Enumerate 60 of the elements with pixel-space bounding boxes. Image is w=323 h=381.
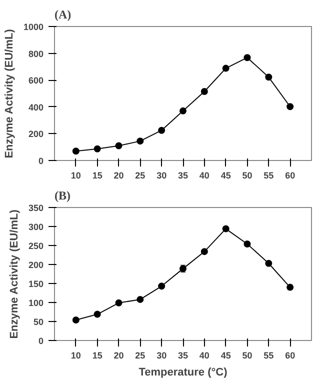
y-tick-label: 250 [28, 241, 44, 251]
point [200, 88, 208, 95]
x-tick-label: 50 [242, 170, 252, 180]
point [244, 240, 251, 248]
point [222, 225, 230, 232]
x-tick-label: 55 [264, 170, 274, 180]
x-tick-label: 60 [285, 170, 296, 180]
x-tick-label: 15 [92, 350, 102, 360]
x-tick-label: 50 [242, 350, 252, 360]
point [136, 138, 144, 145]
point [136, 296, 144, 303]
x-tick-label: 15 [92, 170, 102, 180]
point [115, 299, 122, 306]
x-tick-label: 55 [264, 350, 274, 360]
point [72, 316, 80, 324]
x-tick-label: 35 [178, 350, 188, 360]
chart-title: (B) [54, 188, 70, 202]
x-tick-label: 45 [220, 350, 231, 360]
y-tick-label: 1000 [23, 22, 44, 32]
y-tick-label: 0 [38, 156, 44, 166]
point [158, 126, 166, 134]
point [200, 248, 208, 256]
x-tick-label: 20 [114, 170, 124, 180]
x-tick-label: 30 [156, 350, 167, 360]
y-tick-label: 350 [28, 203, 44, 213]
x-tick-label: 10 [70, 350, 81, 360]
point [222, 64, 230, 72]
x-tick-label: 20 [114, 350, 124, 360]
y-tick-label: 0 [38, 336, 44, 346]
y-tick-label: 200 [28, 260, 44, 270]
point [94, 145, 101, 152]
y-tick-label: 400 [28, 102, 44, 112]
y-tick-label: 800 [28, 48, 44, 59]
y-tick-label: 100 [28, 298, 44, 308]
y-tick-label: 300 [28, 222, 44, 232]
point [72, 148, 80, 155]
point [94, 310, 101, 318]
y-axis-title: Enzyme Activity (EU/mL) [3, 28, 16, 158]
x-axis-title: Temperature (°C) [138, 366, 228, 378]
y-tick-label: 150 [28, 279, 44, 289]
x-tick-label: 30 [156, 170, 167, 180]
x-tick-label: 25 [135, 170, 146, 180]
point [265, 260, 272, 267]
x-tick-label: 25 [135, 350, 146, 360]
point [286, 103, 294, 110]
x-tick-label: 10 [70, 170, 81, 180]
point [158, 282, 166, 290]
chart-title: (A) [54, 8, 72, 22]
x-tick-label: 35 [178, 170, 188, 180]
y-tick-label: 600 [28, 76, 44, 86]
x-tick-label: 45 [220, 170, 231, 180]
point [265, 74, 272, 81]
x-tick-label: 40 [199, 170, 210, 180]
x-tick-label: 40 [199, 350, 210, 360]
y-axis-title: Enzyme Activity (EU/mL) [8, 209, 20, 339]
x-tick-label: 60 [285, 350, 296, 360]
y-tick-label: 50 [33, 317, 44, 327]
point [115, 142, 122, 150]
point [180, 107, 186, 114]
y-tick-label: 200 [28, 129, 44, 140]
